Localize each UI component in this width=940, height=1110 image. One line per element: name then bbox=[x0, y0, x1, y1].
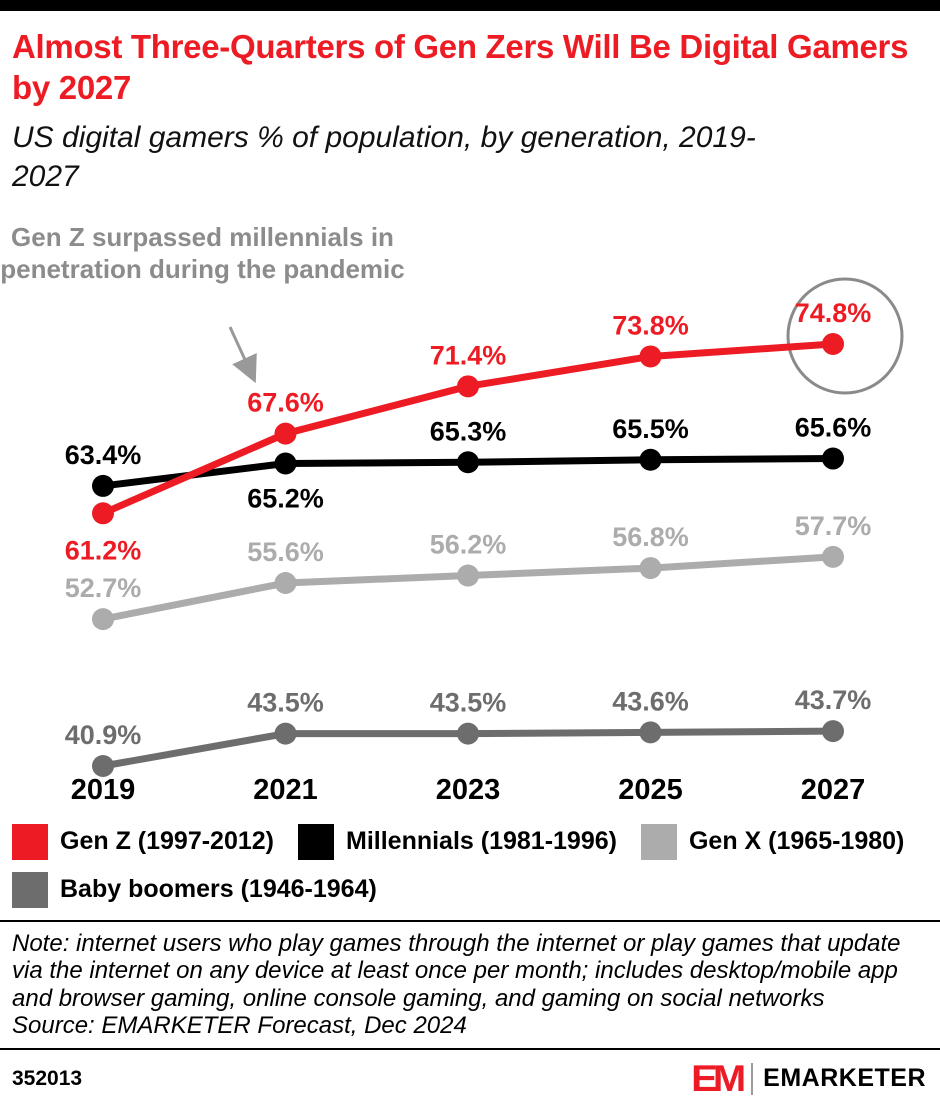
data-point-marker bbox=[92, 474, 114, 497]
data-point-marker bbox=[457, 375, 479, 398]
legend-swatch bbox=[298, 823, 334, 860]
note-text: Note: internet users who play games thro… bbox=[12, 929, 901, 1012]
data-point-marker bbox=[274, 722, 297, 745]
chart-id: 352013 bbox=[12, 1066, 83, 1090]
x-axis-label: 2023 bbox=[436, 774, 501, 806]
data-point-marker bbox=[92, 754, 114, 777]
legend: Gen Z (1997-2012) Millennials (1981-1996)… bbox=[0, 820, 940, 908]
data-label: 74.8% bbox=[795, 298, 872, 328]
chart-header: Almost Three-Quarters of Gen Zers Will B… bbox=[0, 11, 940, 196]
data-point-marker bbox=[639, 556, 662, 579]
chart-title: Almost Three-Quarters of Gen Zers Will B… bbox=[12, 28, 909, 106]
data-label: 56.2% bbox=[430, 529, 507, 559]
emarketer-logo-icon: EM bbox=[691, 1058, 746, 1100]
data-label: 43.6% bbox=[612, 686, 689, 716]
legend-label: Millennials (1981-1996) bbox=[346, 827, 617, 856]
legend-item: Gen X (1965-1980) bbox=[640, 823, 905, 860]
data-point-marker bbox=[457, 722, 479, 745]
data-label: 43.7% bbox=[795, 685, 872, 715]
data-point-marker bbox=[274, 422, 297, 445]
annotation-arrow-icon bbox=[228, 326, 257, 383]
data-label: 43.5% bbox=[247, 687, 324, 717]
divider bbox=[0, 1047, 940, 1050]
annotation: Gen Z surpassed millennials in penetrati… bbox=[0, 221, 405, 284]
data-label: 65.2% bbox=[247, 483, 324, 513]
source-text: Source: EMARKETER Forecast, Dec 2024 bbox=[12, 1012, 467, 1040]
x-axis-label: 2019 bbox=[71, 774, 136, 806]
data-point-marker bbox=[457, 564, 479, 587]
brand-name: EMARKETER bbox=[763, 1064, 926, 1093]
data-label: 63.4% bbox=[65, 440, 142, 470]
data-point-marker bbox=[639, 345, 662, 368]
legend-item: Millennials (1981-1996) bbox=[298, 823, 617, 860]
data-label: 65.5% bbox=[612, 414, 689, 444]
data-label: 43.5% bbox=[430, 687, 507, 717]
data-point-marker bbox=[822, 719, 844, 742]
legend-row-2: Baby boomers (1946-1964) bbox=[12, 871, 928, 908]
data-label: 71.4% bbox=[430, 340, 507, 370]
data-label: 56.8% bbox=[612, 522, 689, 552]
brand-logo: EM EMARKETER bbox=[691, 1059, 926, 1099]
chart-area: 61.2% 67.6% 71.4% 73.8% 74.8% 63.4% 65.2% 65.3%… bbox=[0, 198, 940, 820]
line-chart: 61.2% 67.6% 71.4% 73.8% 74.8% 63.4% 65.2% 65.3%… bbox=[65, 277, 904, 806]
data-label: 55.6% bbox=[247, 537, 324, 567]
legend-label: Gen Z (1997-2012) bbox=[60, 827, 274, 856]
data-label: 40.9% bbox=[65, 720, 142, 750]
legend-swatch bbox=[12, 871, 48, 908]
x-axis-label: 2025 bbox=[618, 774, 683, 806]
chart-subtitle: US digital gamers % of population, by ge… bbox=[12, 120, 756, 193]
highlight-circle bbox=[786, 277, 904, 395]
data-label: 65.3% bbox=[430, 416, 507, 446]
data-label: 65.6% bbox=[795, 412, 872, 442]
divider bbox=[0, 919, 940, 922]
legend-swatch bbox=[640, 823, 677, 860]
footnotes: Note: internet users who play games thro… bbox=[0, 922, 940, 1048]
data-label: 67.6% bbox=[247, 387, 324, 417]
data-point-marker bbox=[92, 607, 114, 630]
legend-item: Baby boomers (1946-1964) bbox=[12, 871, 377, 908]
x-axis-label: 2021 bbox=[253, 774, 318, 806]
legend-row-1: Gen Z (1997-2012) Millennials (1981-1996)… bbox=[12, 823, 928, 860]
logo-divider bbox=[751, 1062, 754, 1095]
data-point-marker bbox=[822, 447, 844, 470]
data-point-marker bbox=[457, 451, 479, 474]
top-accent-bar bbox=[0, 0, 940, 11]
legend-swatch bbox=[12, 823, 48, 860]
data-label: 52.7% bbox=[65, 573, 142, 603]
data-point-marker bbox=[822, 332, 844, 355]
data-label: 57.7% bbox=[795, 511, 872, 541]
footer: 352013 EM EMARKETER bbox=[0, 1050, 940, 1102]
data-label: 73.8% bbox=[612, 310, 689, 340]
data-point-marker bbox=[92, 502, 114, 525]
legend-label: Gen X (1965-1980) bbox=[688, 827, 905, 856]
data-point-marker bbox=[274, 571, 297, 594]
data-point-marker bbox=[274, 452, 297, 475]
legend-item: Gen Z (1997-2012) bbox=[12, 823, 274, 860]
data-point-marker bbox=[822, 545, 844, 568]
data-point-marker bbox=[639, 448, 662, 471]
x-axis-label: 2027 bbox=[801, 774, 866, 806]
data-label: 61.2% bbox=[65, 535, 142, 565]
legend-label: Baby boomers (1946-1964) bbox=[60, 875, 377, 904]
data-point-marker bbox=[639, 721, 662, 744]
